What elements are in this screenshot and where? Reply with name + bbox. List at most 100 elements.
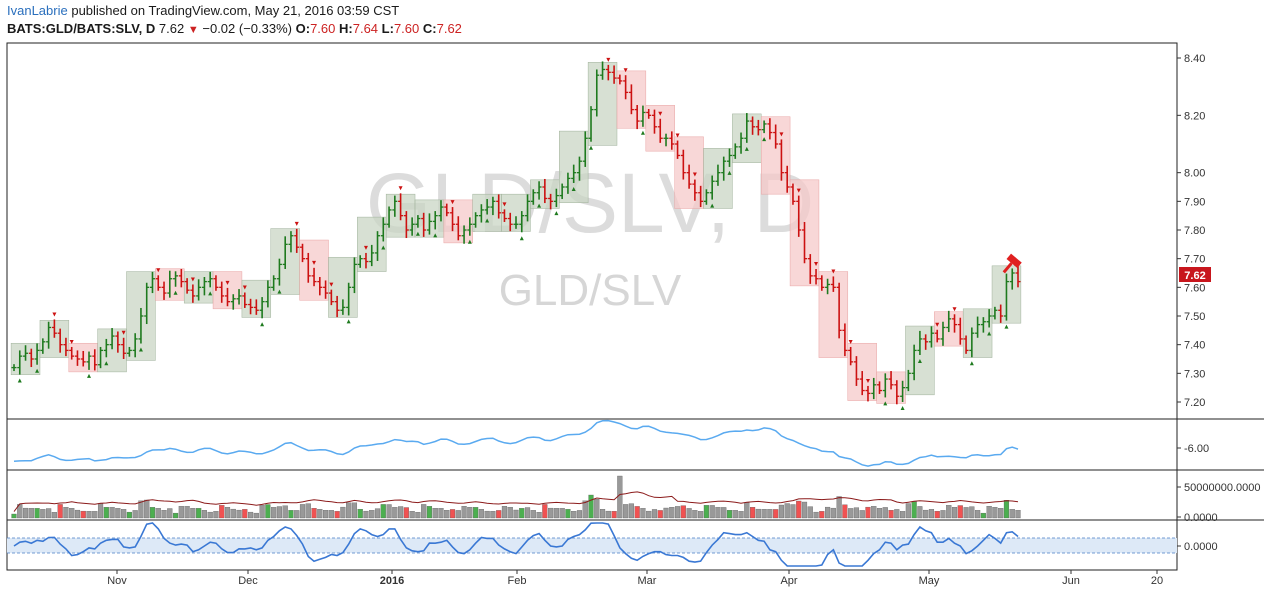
volume-bar <box>744 502 750 519</box>
down-arrow-icon <box>69 339 74 344</box>
volume-bar <box>732 510 738 519</box>
volume-bar <box>317 509 323 519</box>
down-arrow-icon <box>312 260 317 265</box>
volume-bar <box>138 500 144 519</box>
up-arrow-icon <box>987 331 992 336</box>
oscillator-pane: -6.00 <box>13 419 1209 467</box>
time-axis: Nov Dec 2016 Feb Mar Apr May Jun 20 <box>107 570 1163 587</box>
volume-bar <box>40 509 46 519</box>
volume-bar <box>813 511 819 519</box>
volume-bar <box>144 499 150 519</box>
down-arrow-icon <box>398 186 403 191</box>
volume-bar <box>761 509 767 519</box>
time-tick-label: Nov <box>107 575 127 587</box>
volume-bar <box>374 508 381 519</box>
up-arrow-icon <box>208 291 213 296</box>
volume-bar <box>311 508 317 519</box>
volume-bar <box>1003 500 1010 519</box>
publish-info: published on TradingView.com, May 21, 20… <box>71 3 400 18</box>
volume-bar <box>109 507 115 519</box>
volume-bar <box>432 508 438 519</box>
volume-bar <box>421 504 427 519</box>
volume-bar <box>380 504 386 519</box>
volume-bar <box>213 511 219 519</box>
volume-bar <box>599 509 606 519</box>
volume-bar <box>790 504 796 519</box>
down-arrow-icon <box>935 322 940 327</box>
volume-bar <box>703 505 709 519</box>
down-arrow-icon <box>242 285 247 290</box>
volume-bar <box>767 509 773 519</box>
volume-bar <box>905 503 911 519</box>
ohlc-line: BATS:GLD/BATS:SLV, D 7.62 ▼ −0.02 (−0.33… <box>7 21 462 36</box>
high-label: H: <box>339 21 353 36</box>
up-arrow-icon <box>138 347 143 352</box>
volume-bar <box>490 511 496 519</box>
hammer-icon <box>1002 253 1022 274</box>
volume-bar <box>726 510 733 519</box>
volume-bar <box>882 507 888 519</box>
up-arrow-icon <box>969 361 974 366</box>
volume-bar <box>328 510 334 519</box>
volume-pane: 50000000.0000 0.0000 <box>11 475 1260 524</box>
volume-bar <box>97 503 104 519</box>
symbol-label: BATS:GLD/BATS:SLV, D <box>7 21 156 36</box>
volume-bar <box>449 509 456 519</box>
volume-bar <box>167 508 173 519</box>
open-value: 7.60 <box>310 21 336 36</box>
up-arrow-icon <box>415 231 420 236</box>
down-arrow-icon <box>363 245 368 250</box>
volume-bar <box>455 510 461 519</box>
volume-bar <box>1009 509 1015 519</box>
price-tick-label: 8.00 <box>1184 168 1205 180</box>
up-arrow-icon <box>519 236 524 241</box>
volume-bar <box>253 512 259 519</box>
price-badge-bg <box>1179 267 1211 282</box>
volume-bar <box>859 510 865 519</box>
price-tick-label: 8.40 <box>1184 53 1205 65</box>
volume-bar <box>57 504 63 519</box>
volume-bar <box>657 510 663 519</box>
down-arrow-icon <box>606 57 611 62</box>
volume-bar <box>103 507 109 519</box>
volume-bar <box>357 509 363 519</box>
volume-bar <box>830 507 836 519</box>
time-tick-label: Feb <box>508 575 527 587</box>
volume-bar <box>305 503 311 519</box>
volume-bar <box>155 508 161 519</box>
volume-bar <box>819 511 825 519</box>
momentum-pane: 0.0000 <box>7 522 1218 567</box>
up-arrow-icon <box>900 406 905 410</box>
volume-bar <box>178 506 184 519</box>
up-arrow-icon <box>17 378 22 383</box>
volume-bar <box>646 510 652 519</box>
author-link[interactable]: IvanLabrie <box>7 3 68 18</box>
price-ticks: 8.40 8.20 8.00 7.90 7.80 7.70 7.60 7.50 7.40 7.30… <box>1177 53 1205 409</box>
volume-bar <box>513 509 519 519</box>
volume-bar <box>617 475 623 519</box>
volume-bar <box>709 505 715 519</box>
down-arrow-icon <box>865 378 870 383</box>
up-arrow-icon <box>485 218 490 223</box>
vol-tick-label: 0.0000 <box>1184 512 1218 524</box>
volume-bar <box>588 494 594 519</box>
volume-bar <box>715 507 721 519</box>
volume-bar <box>230 508 236 519</box>
volume-bar <box>403 507 409 519</box>
low-label: L: <box>381 21 394 36</box>
volume-bar <box>969 506 975 519</box>
down-arrow-icon <box>52 312 57 317</box>
volume-bar <box>149 507 156 519</box>
volume-bar <box>911 501 917 519</box>
volume-bar <box>369 510 375 519</box>
change-value: −0.02 (−0.33%) <box>202 21 292 36</box>
price-tick-label: 7.70 <box>1184 254 1205 266</box>
watermark-small: GLD/SLV <box>499 266 682 315</box>
up-arrow-icon <box>762 137 767 142</box>
down-arrow-icon <box>831 269 836 274</box>
volume-bar <box>80 510 86 519</box>
volume-bar <box>876 508 883 519</box>
volume-bar <box>623 504 629 519</box>
volume-bar <box>92 511 98 519</box>
